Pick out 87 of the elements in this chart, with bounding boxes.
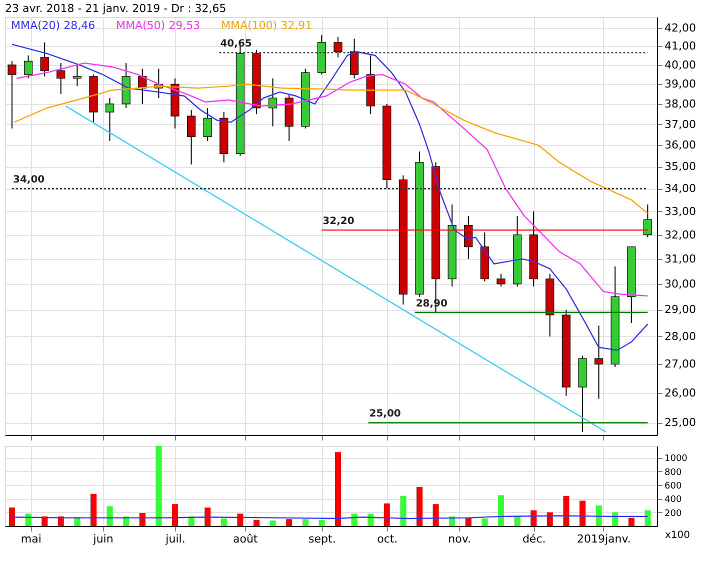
annotation: 40,65 bbox=[220, 38, 252, 50]
bar bbox=[156, 446, 162, 526]
bar bbox=[612, 512, 618, 526]
bar bbox=[563, 496, 570, 526]
candlestick bbox=[268, 78, 278, 127]
text: MMA(100) 32,91 bbox=[221, 19, 312, 32]
bar bbox=[432, 504, 439, 526]
annotation: 34,00 bbox=[12, 174, 45, 186]
y-tick-label: 26,00 bbox=[664, 386, 696, 400]
y-tick-label: 31,00 bbox=[664, 252, 696, 266]
bar bbox=[514, 516, 520, 526]
candlestick bbox=[350, 38, 359, 79]
x-tick-label: juin bbox=[92, 532, 114, 546]
bar bbox=[546, 512, 553, 526]
y-tick-label: 37,00 bbox=[664, 118, 696, 131]
y-tick-label: 32,00 bbox=[664, 228, 696, 242]
x-tick-label: mai bbox=[20, 532, 42, 546]
bar bbox=[172, 504, 178, 526]
y-tick-label: 400 bbox=[664, 495, 682, 506]
bar bbox=[498, 495, 504, 526]
bar bbox=[286, 519, 292, 526]
candlestick bbox=[24, 54, 33, 79]
x-tick-label: 2019janv. bbox=[576, 532, 631, 546]
y-tick-label: 34,00 bbox=[664, 182, 696, 196]
text: x100 bbox=[665, 530, 690, 541]
bar bbox=[384, 503, 390, 526]
candlestick bbox=[72, 64, 82, 87]
candlestick bbox=[8, 60, 16, 129]
bar bbox=[270, 520, 276, 526]
text: MMA(50) 29,53 bbox=[116, 19, 200, 32]
bar bbox=[644, 510, 651, 526]
y-tick-label: 28,00 bbox=[664, 330, 696, 343]
candlestick bbox=[334, 36, 342, 58]
bar bbox=[628, 518, 634, 526]
y-tick-label: 30,00 bbox=[664, 277, 696, 290]
annotation: 25,00 bbox=[369, 408, 401, 420]
y-tick-label: 40,00 bbox=[664, 58, 696, 72]
bar bbox=[400, 496, 406, 526]
bar bbox=[334, 452, 341, 526]
bar bbox=[302, 519, 308, 526]
y-tick-label: 33,00 bbox=[664, 204, 696, 218]
y-tick-label: 25,00 bbox=[664, 416, 696, 430]
bar bbox=[8, 508, 15, 526]
bar bbox=[482, 518, 488, 526]
bar bbox=[237, 514, 244, 526]
candlestick bbox=[203, 108, 212, 142]
candlestick bbox=[643, 204, 652, 238]
bar bbox=[106, 506, 113, 526]
bar bbox=[530, 510, 537, 526]
x-tick-label: nov. bbox=[448, 532, 471, 546]
candlestick bbox=[40, 42, 49, 77]
annotation: 32,20 bbox=[322, 216, 354, 228]
bar bbox=[220, 518, 227, 526]
bar bbox=[318, 520, 325, 526]
candlestick bbox=[105, 98, 114, 142]
y-tick-label: 800 bbox=[664, 468, 682, 478]
y-tick-label: 200 bbox=[664, 508, 682, 519]
bar bbox=[204, 508, 211, 526]
y-tick-label: 36,00 bbox=[664, 138, 696, 152]
y-tick-label: 29,00 bbox=[664, 303, 696, 316]
y-tick-label: 38,00 bbox=[664, 97, 696, 110]
bar bbox=[253, 520, 260, 526]
candlestick bbox=[496, 273, 506, 287]
candlestick bbox=[56, 62, 66, 95]
y-tick-label: 1000 bbox=[664, 454, 688, 464]
x-tick-label: oct. bbox=[377, 532, 398, 546]
bar bbox=[416, 487, 422, 526]
x-tick-label: juil. bbox=[164, 532, 186, 546]
bar bbox=[90, 494, 96, 526]
x-tick-label: août bbox=[232, 532, 258, 546]
chart-title: 23 avr. 2018 - 21 janv. 2019 - Dr : 32,65 bbox=[5, 2, 226, 15]
y-tick-label: 600 bbox=[664, 481, 682, 492]
y-tick-label: 35,00 bbox=[664, 160, 696, 174]
y-tick-label: 41,00 bbox=[664, 40, 696, 53]
x-tick-label: déc. bbox=[522, 532, 546, 546]
candlestick bbox=[186, 110, 196, 165]
bar bbox=[596, 505, 602, 526]
series-label: MMA(20) 28,46 bbox=[11, 19, 96, 32]
bar bbox=[368, 514, 374, 526]
y-tick-label: 27,00 bbox=[664, 358, 696, 371]
bar bbox=[465, 518, 472, 526]
x-tick-label: sept. bbox=[308, 532, 336, 546]
y-tick-label: 39,00 bbox=[664, 78, 696, 91]
y-tick-label: 42,00 bbox=[664, 21, 696, 34]
bar bbox=[351, 514, 358, 526]
bar bbox=[579, 500, 586, 526]
candlestick bbox=[594, 325, 604, 400]
